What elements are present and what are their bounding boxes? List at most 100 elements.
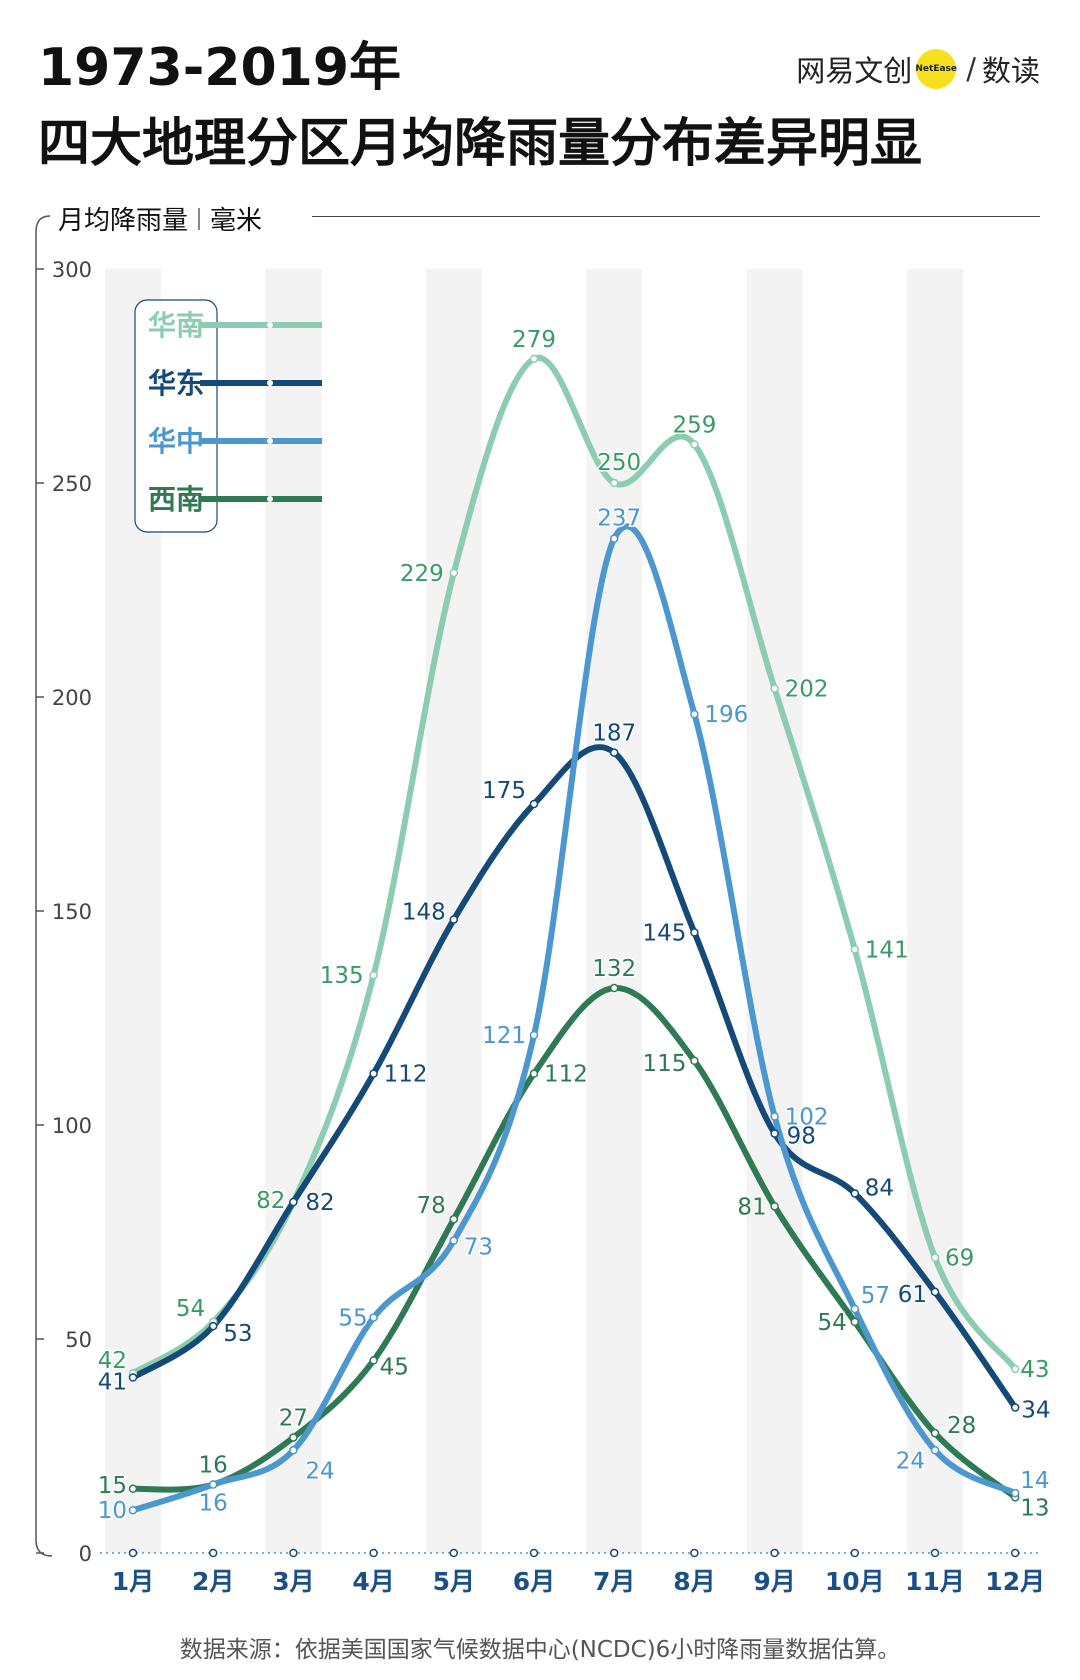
data-label: 78: [417, 1193, 446, 1219]
page-title-line1: 1973-2019年: [38, 38, 402, 98]
data-point: [690, 1056, 699, 1066]
data-label: 175: [482, 778, 526, 804]
unit-separator: [198, 207, 201, 230]
x-tick-dot: [289, 1548, 298, 1558]
data-point: [128, 1505, 138, 1515]
data-point: [369, 970, 378, 980]
data-point: [770, 1202, 779, 1211]
legend-label: 西南: [148, 483, 204, 516]
x-tick-dot: [128, 1548, 138, 1558]
data-label: 14: [1020, 1468, 1049, 1494]
data-point: [208, 1480, 218, 1489]
x-tick-label: 6月: [513, 1567, 555, 1596]
data-label: 16: [199, 1491, 228, 1517]
data-label: 259: [672, 412, 716, 438]
data-label: 55: [338, 1306, 367, 1332]
data-point: [1010, 1364, 1020, 1374]
x-tick-label: 3月: [272, 1567, 314, 1596]
data-label: 84: [865, 1175, 894, 1201]
legend-swatch-dot: [267, 438, 273, 444]
legend-label: 华南: [148, 309, 204, 342]
data-labels: 42 54 82 135 229 279 250 259 202 141 69 43 15 16 27 45 7…: [96, 325, 1052, 1525]
data-label: 28: [947, 1413, 976, 1439]
data-label: 69: [945, 1246, 974, 1272]
data-label: 57: [861, 1283, 890, 1309]
x-tick-dot: [850, 1548, 860, 1558]
x-tick-dot: [449, 1548, 459, 1558]
x-tick-dot: [930, 1548, 940, 1558]
data-point: [770, 684, 779, 693]
brand-slash: /: [966, 52, 976, 86]
data-label: 34: [1021, 1397, 1050, 1423]
unit-name: 月均降雨量: [58, 206, 189, 236]
data-point: [690, 440, 699, 449]
data-source-note: 数据来源：依据美国国家气候数据中心(NCDC)6小时降雨量数据估算。: [179, 1637, 901, 1663]
data-point: [930, 1253, 940, 1262]
data-label: 148: [402, 900, 446, 926]
x-tick-label: 10月: [825, 1567, 885, 1596]
data-label: 229: [400, 561, 444, 587]
data-point: [609, 478, 619, 488]
x-tick-label: 2月: [192, 1567, 234, 1596]
data-point: [369, 1069, 378, 1078]
series-lines: [130, 354, 1019, 1514]
data-point: [529, 799, 539, 809]
y-tick-label: 0: [79, 1542, 92, 1566]
data-label: 15: [98, 1473, 127, 1499]
data-label: 53: [223, 1321, 252, 1347]
brand-sub: 数读: [981, 54, 1040, 88]
legend-swatch-dot: [267, 380, 273, 386]
data-label: 141: [865, 938, 909, 964]
data-label: 135: [320, 963, 364, 989]
y-axis-unit-label: 月均降雨量 毫米: [58, 200, 262, 237]
data-label: 24: [305, 1458, 334, 1484]
data-point: [208, 1321, 218, 1331]
page-title-line2: 四大地理分区月均降雨量分布差异明显: [38, 114, 923, 174]
month-bands: [105, 269, 963, 1553]
series-line-华中: [130, 523, 1019, 1514]
data-label: 279: [512, 327, 556, 353]
x-tick-label: 11月: [905, 1567, 965, 1596]
data-point: [930, 1428, 940, 1438]
data-label: 41: [98, 1370, 127, 1396]
x-tick-label: 12月: [985, 1567, 1045, 1596]
data-label: 145: [642, 920, 686, 946]
y-tick-label: 200: [52, 686, 92, 710]
x-tick-label: 5月: [433, 1567, 475, 1596]
data-point: [850, 1317, 860, 1327]
legend-swatch-dot: [267, 322, 273, 328]
data-point: [529, 354, 539, 364]
data-point: [930, 1446, 940, 1455]
legend-box: [134, 299, 218, 533]
x-tick-dot: [369, 1548, 378, 1558]
data-point: [850, 945, 860, 954]
data-point: [529, 1069, 539, 1078]
data-point: [449, 1236, 459, 1245]
data-label: 73: [464, 1235, 493, 1261]
data-label: 13: [1020, 1495, 1049, 1521]
x-tick-label: 8月: [673, 1567, 715, 1596]
data-label: 54: [818, 1310, 847, 1336]
x-tick-dot: [609, 1548, 619, 1558]
data-point: [128, 1373, 138, 1382]
legend-label: 华中: [148, 425, 204, 458]
data-point: [609, 748, 619, 757]
data-point: [770, 1112, 779, 1121]
data-label: 112: [544, 1062, 588, 1088]
x-tick-dot: [529, 1548, 539, 1558]
data-label: 45: [380, 1354, 409, 1380]
data-point: [289, 1433, 298, 1442]
data-point: [850, 1189, 860, 1198]
y-axis-ticks: 0 50 100 150 200 250 300: [36, 258, 92, 1566]
data-point: [609, 983, 619, 993]
data-label: 132: [592, 956, 636, 982]
brand-name: 网易文创: [796, 54, 913, 88]
brand-logo: 网易文创 NetEase / 数读: [796, 48, 1040, 90]
data-point: [369, 1313, 378, 1322]
data-label: 98: [787, 1124, 816, 1150]
x-tick-dot: [770, 1548, 779, 1558]
data-point: [529, 1030, 539, 1040]
legend-swatch-dot: [267, 496, 273, 502]
